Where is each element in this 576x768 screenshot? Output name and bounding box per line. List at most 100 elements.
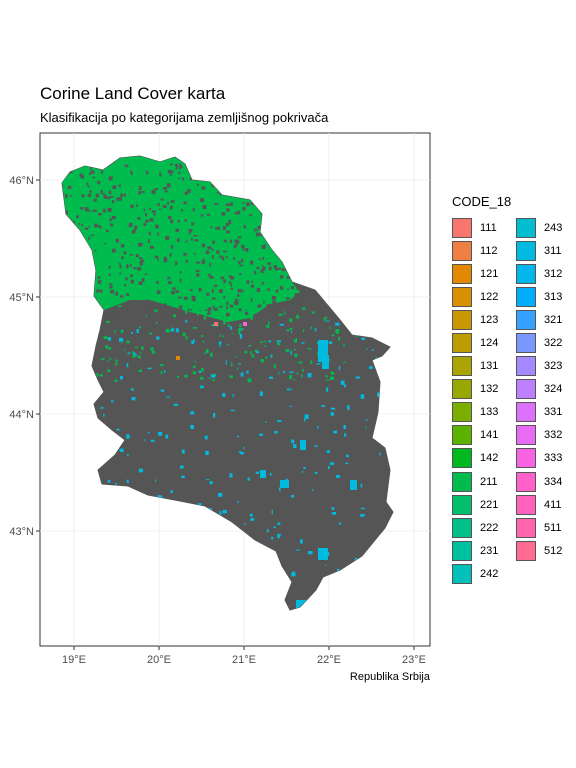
grey-patch [239,272,242,275]
forest-patch [126,363,129,368]
legend-label: 124 [480,337,499,350]
grey-patch [255,229,258,232]
grey-patch [214,202,219,205]
forest-patch [301,342,305,344]
agriculture-patch [307,348,312,350]
agriculture-patch [232,308,237,311]
forest-patch [316,363,321,365]
grey-patch [148,208,152,210]
forest-patch [327,465,330,470]
legend-label: 311 [544,244,562,257]
forest-patch [103,413,105,417]
forest-patch [291,439,295,444]
forest-patch [283,371,286,374]
agriculture-patch [329,326,331,330]
forest-patch [200,385,204,389]
grey-patch [92,176,96,179]
forest-patch [308,551,313,555]
legend-item-133: 133 [452,401,510,424]
legend-swatch [452,402,472,423]
legend-item-324: 324 [516,378,574,401]
map-subtitle: Klasifikacija po kategorijama zemljišnog… [40,110,329,125]
legend-item-124: 124 [452,331,510,354]
forest-patch [175,328,179,333]
grey-patch [172,287,176,291]
forest-patch [347,405,350,410]
grey-patch [111,200,115,204]
grey-patch [246,202,250,207]
agriculture-patch [106,320,110,324]
grey-patch [80,173,83,178]
agriculture-patch [100,358,105,360]
grey-patch [92,209,94,212]
legend-swatch [516,286,536,307]
grey-patch [223,279,226,284]
grey-patch [160,198,164,201]
forest-patch [190,424,194,429]
grey-patch [156,303,161,305]
grey-patch [124,164,129,168]
forest-patch [379,452,381,456]
grey-patch [187,189,191,193]
forest-patch [289,371,294,374]
grey-patch [123,251,127,255]
grey-patch [73,220,75,225]
agriculture-patch [145,314,147,317]
grey-patch [105,312,109,317]
forest-patch [377,392,382,397]
legend-label: 141 [480,429,499,442]
legend-swatch [516,402,536,423]
grey-patch [138,281,143,285]
grey-patch [167,202,170,205]
forest-patch [100,407,104,409]
forest-patch [368,366,373,369]
grey-patch [119,272,122,275]
forest-patch [343,425,346,430]
agriculture-patch [114,379,118,382]
agriculture-patch [289,327,293,331]
grey-patch [109,217,112,222]
agriculture-patch [264,340,267,342]
map-caption: Republika Srbija [349,671,430,683]
legend-label: 133 [480,406,499,419]
agriculture-patch [192,327,197,329]
grey-patch [249,260,254,265]
forest-patch [300,539,303,544]
grey-patch [108,190,112,195]
grey-patch [230,276,234,280]
grey-patch [256,288,261,293]
agriculture-patch [185,336,188,340]
forest-patch [229,473,233,478]
forest-patch [314,328,317,332]
legend-item-211: 211 [452,470,510,493]
grey-patch [167,277,171,280]
agriculture-patch [197,313,199,316]
forest-patch [344,433,347,437]
forest-patch [292,571,295,574]
forest-patch [193,339,195,343]
agriculture-patch [106,360,109,362]
grey-patch [258,258,261,261]
forest-patch [219,511,222,516]
legend-item-122: 122 [452,285,510,308]
grey-patch [187,309,192,311]
grey-patch [195,269,200,272]
agriculture-patch [284,311,286,315]
legend-swatch [452,425,472,446]
grey-patch [126,264,129,269]
grey-patch [159,172,162,177]
grey-patch [262,257,265,260]
grey-patch [99,226,102,229]
grey-patch [177,219,180,223]
agriculture-patch [245,309,250,312]
grey-patch [76,215,79,219]
grey-patch [155,311,158,314]
agriculture-patch [329,376,334,380]
forest-patch [304,418,306,422]
grey-patch [203,258,205,262]
grey-patch [146,313,150,318]
forest-patch [116,428,120,431]
grey-patch [185,240,188,243]
forest-patch [181,475,185,479]
grey-patch [198,314,202,319]
